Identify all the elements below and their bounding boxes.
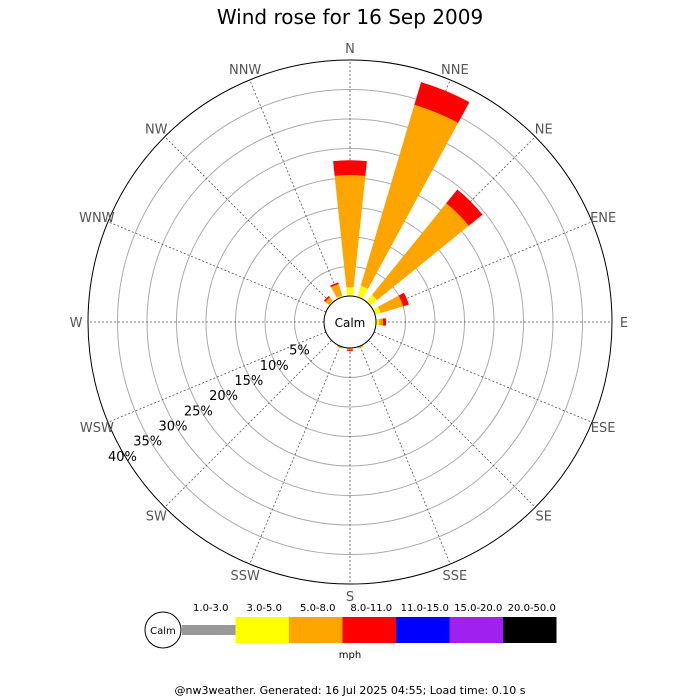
grid-ring xyxy=(87,59,613,585)
bar-ne-5.0-8.0 xyxy=(371,203,469,301)
grid-ring xyxy=(117,89,583,555)
direction-label-w: W xyxy=(70,316,83,331)
calm-circle xyxy=(323,295,377,349)
bar-ene-5.0-8.0 xyxy=(378,295,404,313)
legend-swatch xyxy=(396,617,450,643)
bar-nw-5.0-8.0 xyxy=(325,297,333,305)
direction-label-nnw: NNW xyxy=(229,63,261,78)
bar-nnw-8.0-11.0 xyxy=(330,282,339,288)
legend-calm-label: Calm xyxy=(150,626,176,637)
bar-nne-8.0-11.0 xyxy=(414,82,470,123)
spoke-wnw xyxy=(107,221,327,313)
legend-label: 20.0-50.0 xyxy=(508,603,556,614)
ring-label: 40% xyxy=(108,450,137,465)
bar-e-8.0-11.0 xyxy=(382,318,387,326)
ring-label: 25% xyxy=(184,404,213,419)
calm-label: Calm xyxy=(335,316,366,330)
calm-center: Calm xyxy=(323,295,377,349)
bar-e-3.0-5.0 xyxy=(375,318,379,326)
wind-bars xyxy=(323,82,483,351)
spoke-wsw xyxy=(107,331,327,423)
ring-labels: 5%10%15%20%25%30%35%40% xyxy=(108,344,310,465)
legend-label: 8.0-11.0 xyxy=(350,603,392,614)
legend-swatch xyxy=(503,617,557,643)
legend-swatch xyxy=(289,617,343,643)
direction-label-sse: SSE xyxy=(442,569,467,584)
legend-swatch xyxy=(235,617,289,643)
chart-title: Wind rose for 16 Sep 2009 xyxy=(217,5,483,29)
bar-s-8.0-11.0 xyxy=(346,349,354,351)
spoke-nnw xyxy=(249,79,341,299)
ring-label: 5% xyxy=(289,344,310,359)
legend-swatch xyxy=(182,625,236,635)
direction-label-n: N xyxy=(345,42,355,57)
direction-label-ene: ENE xyxy=(590,211,616,226)
legend-label: 5.0-8.0 xyxy=(300,603,335,614)
legend-swatch xyxy=(342,617,396,643)
direction-label-nw: NW xyxy=(145,122,168,137)
legend-units: mph xyxy=(339,650,361,661)
ring-label: 30% xyxy=(159,420,188,435)
direction-label-nne: NNE xyxy=(441,63,469,78)
spoke-ene xyxy=(373,221,593,313)
direction-label-se: SE xyxy=(536,510,552,525)
legend-label: 11.0-15.0 xyxy=(401,603,449,614)
spoke-nw xyxy=(164,136,332,304)
bar-nne-3.0-5.0 xyxy=(357,285,369,300)
direction-label-wnw: WNW xyxy=(79,211,115,226)
legend-label: 15.0-20.0 xyxy=(454,603,502,614)
ring-label: 35% xyxy=(133,435,162,450)
footer-text: @nw3weather. Generated: 16 Jul 2025 04:5… xyxy=(175,684,526,697)
bar-sse-5.0-8.0 xyxy=(357,344,364,349)
spoke-ese xyxy=(373,331,593,423)
direction-label-ne: NE xyxy=(535,122,553,137)
bar-e-5.0-8.0 xyxy=(378,318,384,326)
legend-label: 1.0-3.0 xyxy=(193,603,228,614)
grid-ring xyxy=(176,148,524,496)
legend-swatch xyxy=(449,617,503,643)
direction-label-sw: SW xyxy=(146,510,167,525)
bar-ne-3.0-5.0 xyxy=(366,294,378,306)
bar-n-8.0-11.0 xyxy=(333,160,367,176)
ring-label: 10% xyxy=(260,359,289,374)
legend-label: 3.0-5.0 xyxy=(247,603,282,614)
bar-nw-3.0-5.0 xyxy=(328,300,334,306)
direction-label-ssw: SSW xyxy=(230,569,260,584)
spoke-se xyxy=(368,340,536,508)
ring-label: 15% xyxy=(234,374,263,389)
direction-label-s: S xyxy=(346,590,354,605)
direction-label-ese: ESE xyxy=(591,421,616,436)
bar-ne-8.0-11.0 xyxy=(446,189,483,226)
bar-ssw-5.0-8.0 xyxy=(336,344,343,349)
bar-n-5.0-8.0 xyxy=(334,175,366,288)
bar-ene-8.0-11.0 xyxy=(398,292,409,307)
direction-labels: N NNE NE ENE E ESE SE SSE S SSW SW WSW W WNW NW NNW xyxy=(70,42,629,605)
bar-nnw-3.0-5.0 xyxy=(336,295,343,300)
bar-nne-5.0-8.0 xyxy=(360,104,459,289)
legend-calm-circle xyxy=(144,611,182,649)
direction-spokes xyxy=(88,60,612,584)
direction-label-wsw: WSW xyxy=(80,421,114,436)
direction-label-e: E xyxy=(620,316,628,331)
speed-legend: Calm 1.0-3.0 3.0-5.0 5.0-8.0 8.0-11.0 11.0-1… xyxy=(144,603,557,661)
spoke-ssw xyxy=(249,345,341,565)
spoke-sse xyxy=(359,345,451,565)
bar-nw-8.0-11.0 xyxy=(323,295,330,302)
ring-label: 20% xyxy=(209,389,238,404)
spoke-sw xyxy=(164,340,332,508)
bar-nnw-5.0-8.0 xyxy=(331,284,343,298)
bar-n-3.0-5.0 xyxy=(346,287,354,297)
